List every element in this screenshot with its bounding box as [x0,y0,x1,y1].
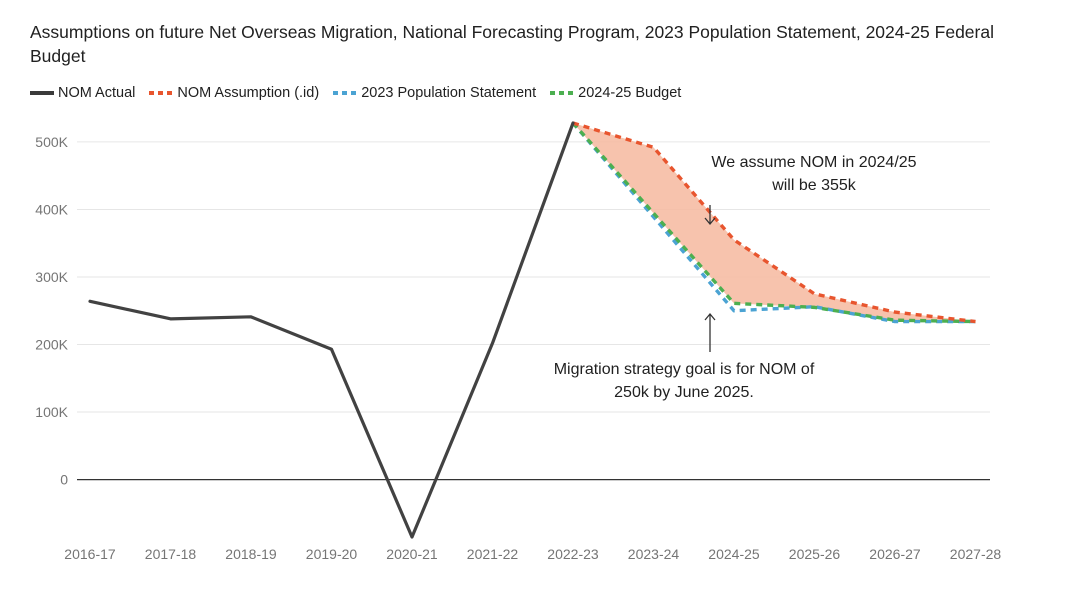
x-tick-label: 2018-19 [225,546,277,562]
legend-item-budget: 2024-25 Budget [550,85,681,101]
x-tick-label: 2016-17 [64,546,116,562]
series-line-nom-assumption-id [572,121,976,324]
shaded-band-layer [573,123,976,322]
legend-label-population-statement: 2023 Population Statement [361,85,537,101]
x-tick-label: 2026-27 [869,546,921,562]
y-tick-label: 200K [35,337,68,353]
annotation-arrowhead-up [704,312,716,321]
legend-item-population-statement: 2023 Population Statement [333,85,536,101]
x-tick-label: 2017-18 [145,546,197,562]
legend-item-nom-actual: NOM Actual [30,85,135,101]
annotations: We assume NOM in 2024/25 will be 355k Migr… [554,154,917,401]
chart-legend: NOM Actual NOM Assumption (.id) 2023 Pop… [30,85,695,101]
series-line-2024-25-budget [571,121,976,324]
x-tick-label: 2025-26 [789,546,841,562]
grid-lines [77,141,990,481]
legend-swatch-budget [550,91,575,95]
y-tick-label: 300K [35,269,68,285]
annotation-top-text: will be 355k [771,177,857,194]
series-line-nom-actual [88,121,575,539]
y-tick-label: 500K [35,134,68,150]
x-tick-label: 2027-28 [950,546,1002,562]
x-tick-label: 2023-24 [628,546,680,562]
legend-item-nom-assumption: NOM Assumption (.id) [149,85,319,101]
legend-swatch-nom-assumption [149,91,174,95]
legend-swatch-population-statement [333,91,358,95]
x-tick-label: 2022-23 [547,546,599,562]
series-layer [88,121,976,539]
y-tick-label: 100K [35,404,68,420]
annotation-top-text: We assume NOM in 2024/25 [711,154,916,171]
y-tick-label: 0 [60,472,68,488]
annotation-bottom-text: 250k by June 2025. [614,384,754,401]
legend-label-nom-actual: NOM Actual [58,85,136,101]
legend-label-budget: 2024-25 Budget [578,85,682,101]
shaded-band [573,123,976,322]
y-tick-label: 400K [35,201,68,217]
annotation-arrowhead-down [704,217,716,226]
chart-title: Assumptions on future Net Overseas Migra… [30,22,994,66]
legend-label-nom-assumption: NOM Assumption (.id) [177,85,320,101]
annotation-bottom-text: Migration strategy goal is for NOM of [554,361,815,378]
legend-swatch-nom-actual [30,91,54,95]
x-tick-label: 2024-25 [708,546,760,562]
axis-labels: 0 100K 200K 300K 400K 500K 2016-17 2017-18 2018-… [35,134,1001,562]
x-tick-label: 2019-20 [306,546,358,562]
x-tick-label: 2021-22 [467,546,519,562]
x-tick-label: 2020-21 [386,546,438,562]
